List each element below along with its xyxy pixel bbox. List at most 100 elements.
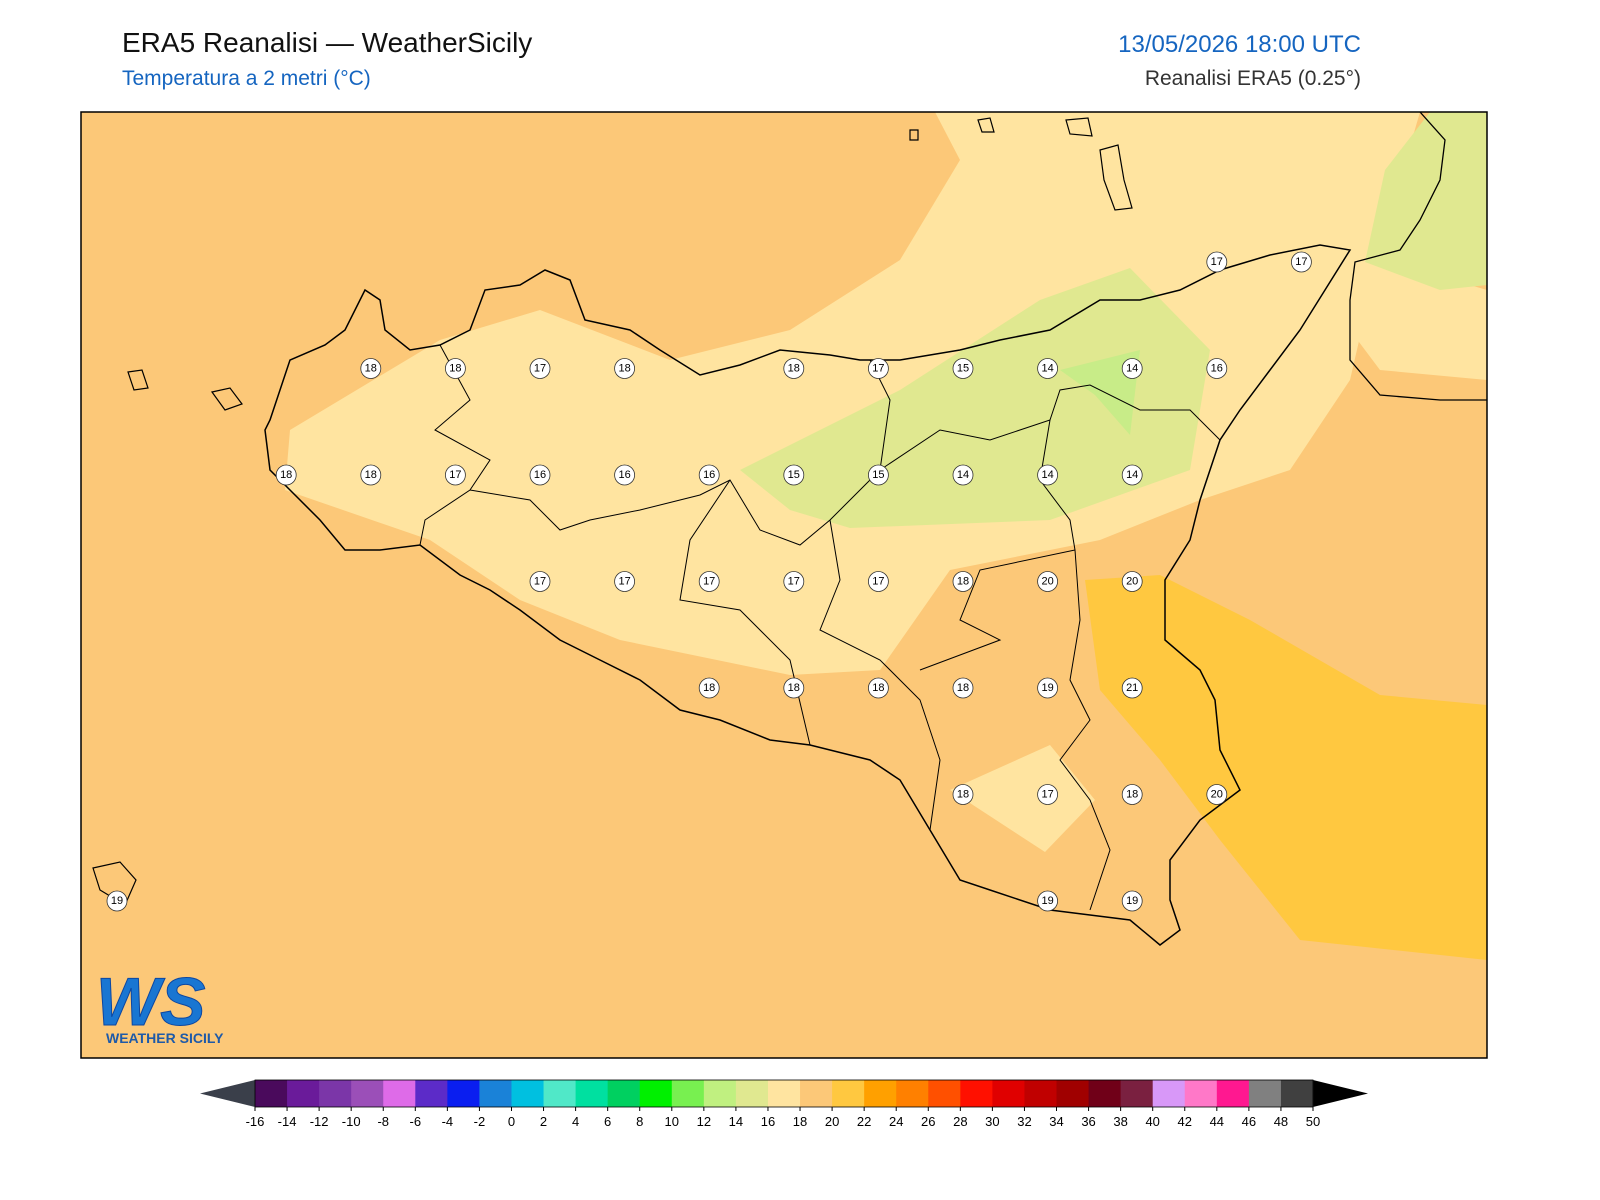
field-20-22 (1085, 575, 1487, 960)
temperature-label: 19 (111, 895, 123, 907)
label-circle (783, 464, 805, 486)
label-circle (360, 464, 382, 486)
colorbar-tick-label: -14 (278, 1114, 297, 1129)
temperature-label: 15 (788, 469, 800, 481)
colorbar-swatch (639, 1080, 673, 1107)
colorbar-swatch (767, 1080, 801, 1107)
colorbar-swatch (992, 1080, 1025, 1107)
temperature-label: 17 (1295, 256, 1307, 268)
label-circle (868, 571, 889, 592)
colorbar-tick-label: -2 (474, 1114, 486, 1129)
label-circle (1206, 358, 1228, 379)
colorbar-tick-label: 32 (1017, 1114, 1031, 1129)
colorbar-tick-label: 38 (1113, 1114, 1127, 1129)
label-circle (1206, 251, 1228, 273)
colorbar-swatch (1152, 1080, 1186, 1107)
label-circle (529, 571, 551, 592)
temperature-label: 18 (957, 789, 969, 801)
temperature-label: 17 (788, 576, 800, 588)
colorbar-tick-label: 50 (1306, 1114, 1320, 1129)
temperature-label: 19 (1041, 682, 1053, 694)
label-circle (444, 358, 466, 379)
temperature-label: 16 (534, 469, 546, 481)
colorbar-tick-label: -10 (342, 1114, 361, 1129)
temperature-label: 18 (957, 682, 969, 694)
colorbar-under (200, 1080, 255, 1107)
colorbar-tick-label: 20 (825, 1114, 839, 1129)
temperature-label: 18 (365, 363, 377, 375)
colorbar-tick-label: 18 (793, 1114, 807, 1129)
colorbar-tick-label: 40 (1145, 1114, 1159, 1129)
temperature-label: 18 (872, 682, 884, 694)
title: ERA5 Reanalisi — WeatherSicily (122, 27, 532, 58)
colorbar-swatch (1024, 1080, 1058, 1107)
colorbar-swatch (800, 1080, 833, 1107)
label-circle (952, 677, 974, 699)
temperature-label: 17 (703, 576, 715, 588)
colorbar-tick-label: 30 (985, 1114, 999, 1129)
colorbar-swatch (511, 1080, 545, 1107)
map-frame (80, 111, 1488, 1059)
coastline-mainland (1349, 112, 1487, 401)
label-circle (1037, 358, 1058, 379)
colorbar-tick-label: 12 (697, 1114, 711, 1129)
province-borders (419, 344, 1221, 911)
label-circle (783, 677, 805, 699)
colorbar-tick-label: 34 (1049, 1114, 1063, 1129)
logo: WS WEATHER SICILY (96, 964, 225, 1047)
colorbar-swatch (255, 1080, 288, 1107)
label-circle (1206, 784, 1228, 805)
colorbar-tick-label: 14 (729, 1114, 743, 1129)
colorbar-tick-label: 36 (1081, 1114, 1095, 1129)
colorbar-tick-label: 10 (665, 1114, 679, 1129)
temperature-label: 16 (703, 469, 715, 481)
colorbar-tick-label: 4 (572, 1114, 579, 1129)
map-fill (81, 112, 1487, 1058)
colorbar-tick-label: 8 (636, 1114, 643, 1129)
label-circle (698, 571, 720, 592)
temperature-label: 14 (1041, 469, 1053, 481)
temperature-label: 15 (957, 363, 969, 375)
colorbar-swatch (287, 1080, 320, 1107)
field-14-16-core (1060, 350, 1140, 435)
temperature-label: 18 (618, 363, 630, 375)
datetime: 13/05/2026 18:00 UTC (1118, 31, 1361, 58)
temperature-label: 17 (534, 363, 546, 375)
logo-name: WEATHER SICILY (106, 1030, 224, 1046)
field-14-16 (740, 268, 1210, 528)
label-circle (952, 358, 974, 379)
label-circle (529, 464, 551, 486)
islands (92, 117, 1133, 906)
colorbar-swatch (383, 1080, 416, 1107)
colorbar-swatch (896, 1080, 929, 1107)
colorbar-tick-label: 46 (1242, 1114, 1256, 1129)
label-circle (783, 571, 805, 592)
temperature-label: 18 (365, 469, 377, 481)
temperature-label: 18 (788, 682, 800, 694)
colorbar-over (1313, 1080, 1368, 1107)
colorbar-swatch (832, 1080, 865, 1107)
label-circle (952, 464, 974, 486)
label-circle (1037, 784, 1058, 805)
temperature-label: 17 (449, 469, 461, 481)
temperature-label: 17 (1041, 789, 1053, 801)
colorbar-tick-label: 6 (604, 1114, 611, 1129)
label-circle (952, 571, 974, 592)
label-circle (868, 677, 889, 699)
temperature-label: 18 (280, 469, 292, 481)
temperature-label: 19 (1126, 895, 1138, 907)
colorbar-swatch (1248, 1080, 1282, 1107)
label-circle (783, 358, 805, 379)
colorbar-swatch (447, 1080, 480, 1107)
temperature-label: 14 (1041, 363, 1053, 375)
colorbar-tick-label: -16 (246, 1114, 265, 1129)
temperature-label: 18 (449, 363, 461, 375)
colorbar-swatch (1088, 1080, 1122, 1107)
temperature-labels: 17 17 18 18 17 18 18 17 15 14 14 16 18 18 17 16 16 16 15 15… (106, 251, 1312, 912)
temperature-label: 16 (1211, 363, 1223, 375)
temperature-label: 14 (1126, 363, 1138, 375)
field-16-18 (950, 745, 1095, 852)
colorbar-swatch (735, 1080, 769, 1107)
logo-letters: WS (96, 964, 206, 1040)
